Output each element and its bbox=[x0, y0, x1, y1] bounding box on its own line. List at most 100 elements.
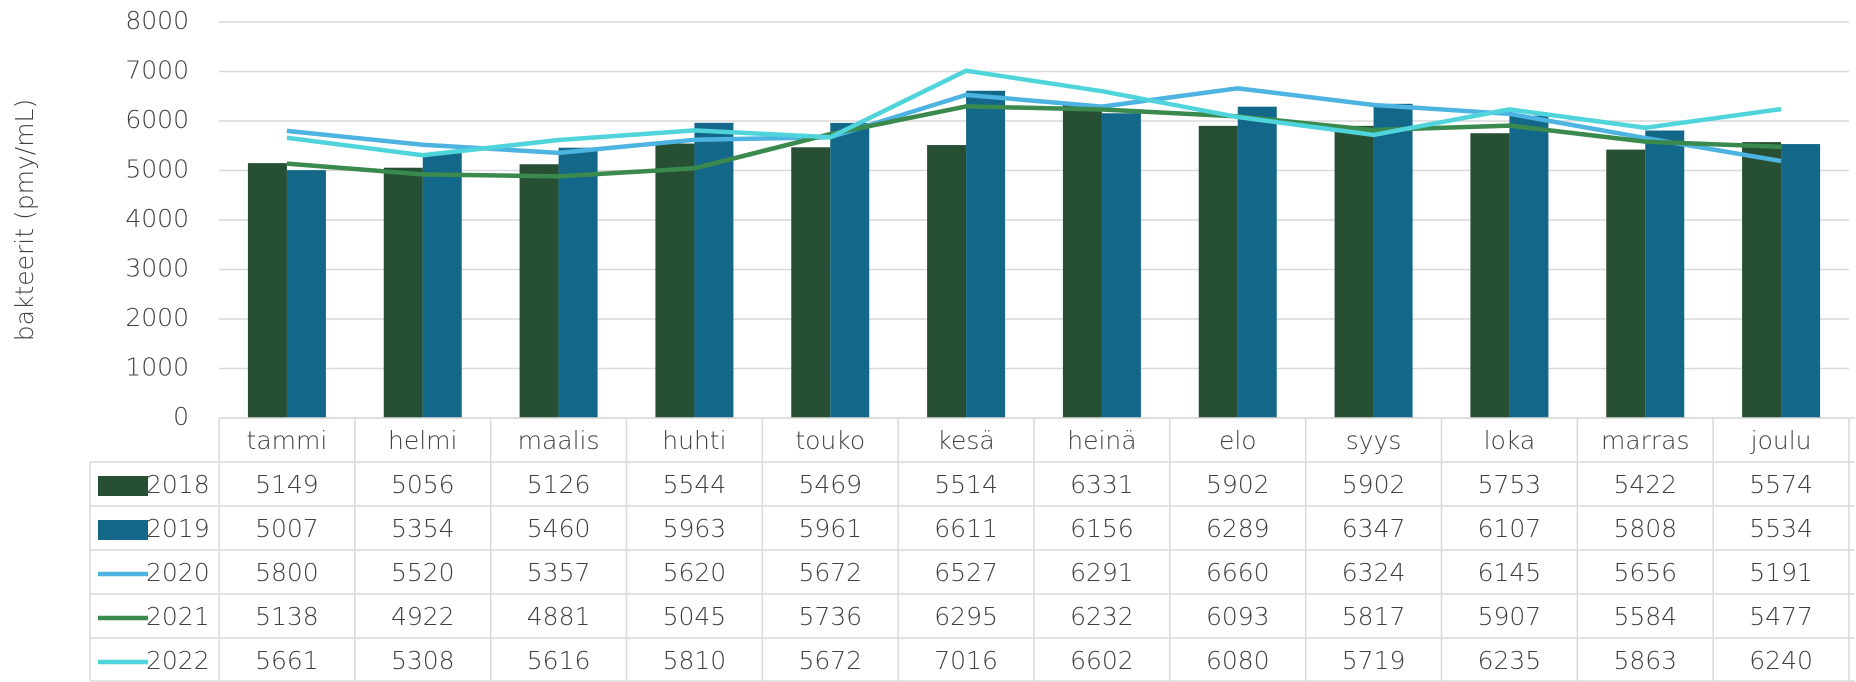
legend-key bbox=[98, 476, 148, 496]
y-tick-label: 7000 bbox=[125, 56, 189, 85]
table-value: 6235 bbox=[1478, 646, 1542, 675]
table-value: 5460 bbox=[527, 514, 591, 543]
table-value: 5810 bbox=[663, 646, 727, 675]
table-value: 5863 bbox=[1613, 646, 1677, 675]
table-value: 6107 bbox=[1478, 514, 1542, 543]
bar bbox=[1062, 104, 1102, 418]
table-value: 5616 bbox=[527, 646, 591, 675]
table-value: 6289 bbox=[1206, 514, 1270, 543]
legend-label: 2019 bbox=[146, 514, 210, 543]
table-value: 5544 bbox=[663, 470, 727, 499]
table-value: 5357 bbox=[527, 558, 591, 587]
table-value: 5469 bbox=[798, 470, 862, 499]
bar bbox=[1470, 133, 1510, 418]
table-value: 6611 bbox=[934, 514, 998, 543]
bar bbox=[830, 122, 870, 419]
table-value: 5902 bbox=[1342, 470, 1406, 499]
x-tick-label: elo bbox=[1219, 426, 1257, 455]
table-value: 5354 bbox=[391, 514, 455, 543]
table-value: 5574 bbox=[1749, 470, 1813, 499]
x-tick-label: heinä bbox=[1067, 426, 1136, 455]
table-value: 5672 bbox=[798, 646, 862, 675]
y-tick-label: 1000 bbox=[125, 353, 189, 382]
table-value: 5800 bbox=[255, 558, 319, 587]
bar bbox=[791, 147, 831, 419]
table-value: 6527 bbox=[934, 558, 998, 587]
table-value: 5045 bbox=[663, 602, 727, 631]
legend-key bbox=[98, 520, 148, 540]
bar bbox=[558, 147, 598, 419]
table-value: 4881 bbox=[527, 602, 591, 631]
table-value: 5056 bbox=[391, 470, 455, 499]
x-tick-label: huhti bbox=[662, 426, 726, 455]
table-value: 5753 bbox=[1478, 470, 1542, 499]
table-value: 6295 bbox=[934, 602, 998, 631]
bar bbox=[1781, 144, 1821, 418]
y-tick-label: 5000 bbox=[125, 155, 189, 184]
table-value: 5520 bbox=[391, 558, 455, 587]
x-tick-label: syys bbox=[1346, 426, 1402, 455]
bar bbox=[1237, 106, 1277, 418]
table-value: 5308 bbox=[391, 646, 455, 675]
bar bbox=[1509, 115, 1549, 419]
legend-label: 2022 bbox=[146, 646, 210, 675]
x-tick-label: helmi bbox=[388, 426, 457, 455]
legend-label: 2018 bbox=[146, 470, 210, 499]
table-value: 7016 bbox=[934, 646, 998, 675]
table-value: 5149 bbox=[255, 470, 319, 499]
table-value: 5817 bbox=[1342, 602, 1406, 631]
x-tick-label: loka bbox=[1484, 426, 1536, 455]
table-value: 6660 bbox=[1206, 558, 1270, 587]
y-tick-label: 6000 bbox=[125, 105, 189, 134]
y-tick-label: 8000 bbox=[125, 6, 189, 35]
bar bbox=[422, 152, 462, 419]
table-value: 5902 bbox=[1206, 470, 1270, 499]
table-value: 5736 bbox=[798, 602, 862, 631]
table-value: 5007 bbox=[255, 514, 319, 543]
bar bbox=[1606, 149, 1646, 418]
table-value: 5422 bbox=[1613, 470, 1677, 499]
x-tick-label: marras bbox=[1601, 426, 1690, 455]
x-tick-label: joulu bbox=[1750, 426, 1812, 455]
table-value: 5808 bbox=[1613, 514, 1677, 543]
table-value: 6145 bbox=[1478, 558, 1542, 587]
y-axis-label: bakteerit (pmy/mL) bbox=[10, 99, 39, 341]
table-value: 5477 bbox=[1749, 602, 1813, 631]
table-value: 5584 bbox=[1613, 602, 1677, 631]
table-value: 5672 bbox=[798, 558, 862, 587]
bar bbox=[286, 170, 326, 418]
table-value: 6080 bbox=[1206, 646, 1270, 675]
table-value: 5620 bbox=[663, 558, 727, 587]
bar bbox=[655, 143, 695, 418]
table-value: 5126 bbox=[527, 470, 591, 499]
table-value: 6291 bbox=[1070, 558, 1134, 587]
table-value: 6602 bbox=[1070, 646, 1134, 675]
table-value: 6324 bbox=[1342, 558, 1406, 587]
table-value: 6232 bbox=[1070, 602, 1134, 631]
table-value: 5534 bbox=[1749, 514, 1813, 543]
y-tick-label: 0 bbox=[173, 402, 189, 431]
table-value: 5907 bbox=[1478, 602, 1542, 631]
table-value: 5656 bbox=[1613, 558, 1677, 587]
y-tick-label: 4000 bbox=[125, 204, 189, 233]
bar bbox=[519, 164, 559, 418]
bar bbox=[1742, 142, 1782, 418]
table-value: 6156 bbox=[1070, 514, 1134, 543]
legend-label: 2020 bbox=[146, 558, 210, 587]
table-value: 4922 bbox=[391, 602, 455, 631]
table-value: 6331 bbox=[1070, 470, 1134, 499]
table-value: 5661 bbox=[255, 646, 319, 675]
y-tick-label: 2000 bbox=[125, 303, 189, 332]
bar bbox=[1101, 113, 1141, 418]
table-value: 5961 bbox=[798, 514, 862, 543]
bar bbox=[383, 167, 423, 418]
line-series bbox=[286, 68, 1782, 158]
table-value: 5138 bbox=[255, 602, 319, 631]
x-tick-label: kesä bbox=[937, 426, 994, 455]
line-series bbox=[286, 86, 1782, 164]
table-value: 5719 bbox=[1342, 646, 1406, 675]
bar bbox=[694, 122, 734, 419]
bar bbox=[966, 90, 1006, 419]
table-value: 6347 bbox=[1342, 514, 1406, 543]
